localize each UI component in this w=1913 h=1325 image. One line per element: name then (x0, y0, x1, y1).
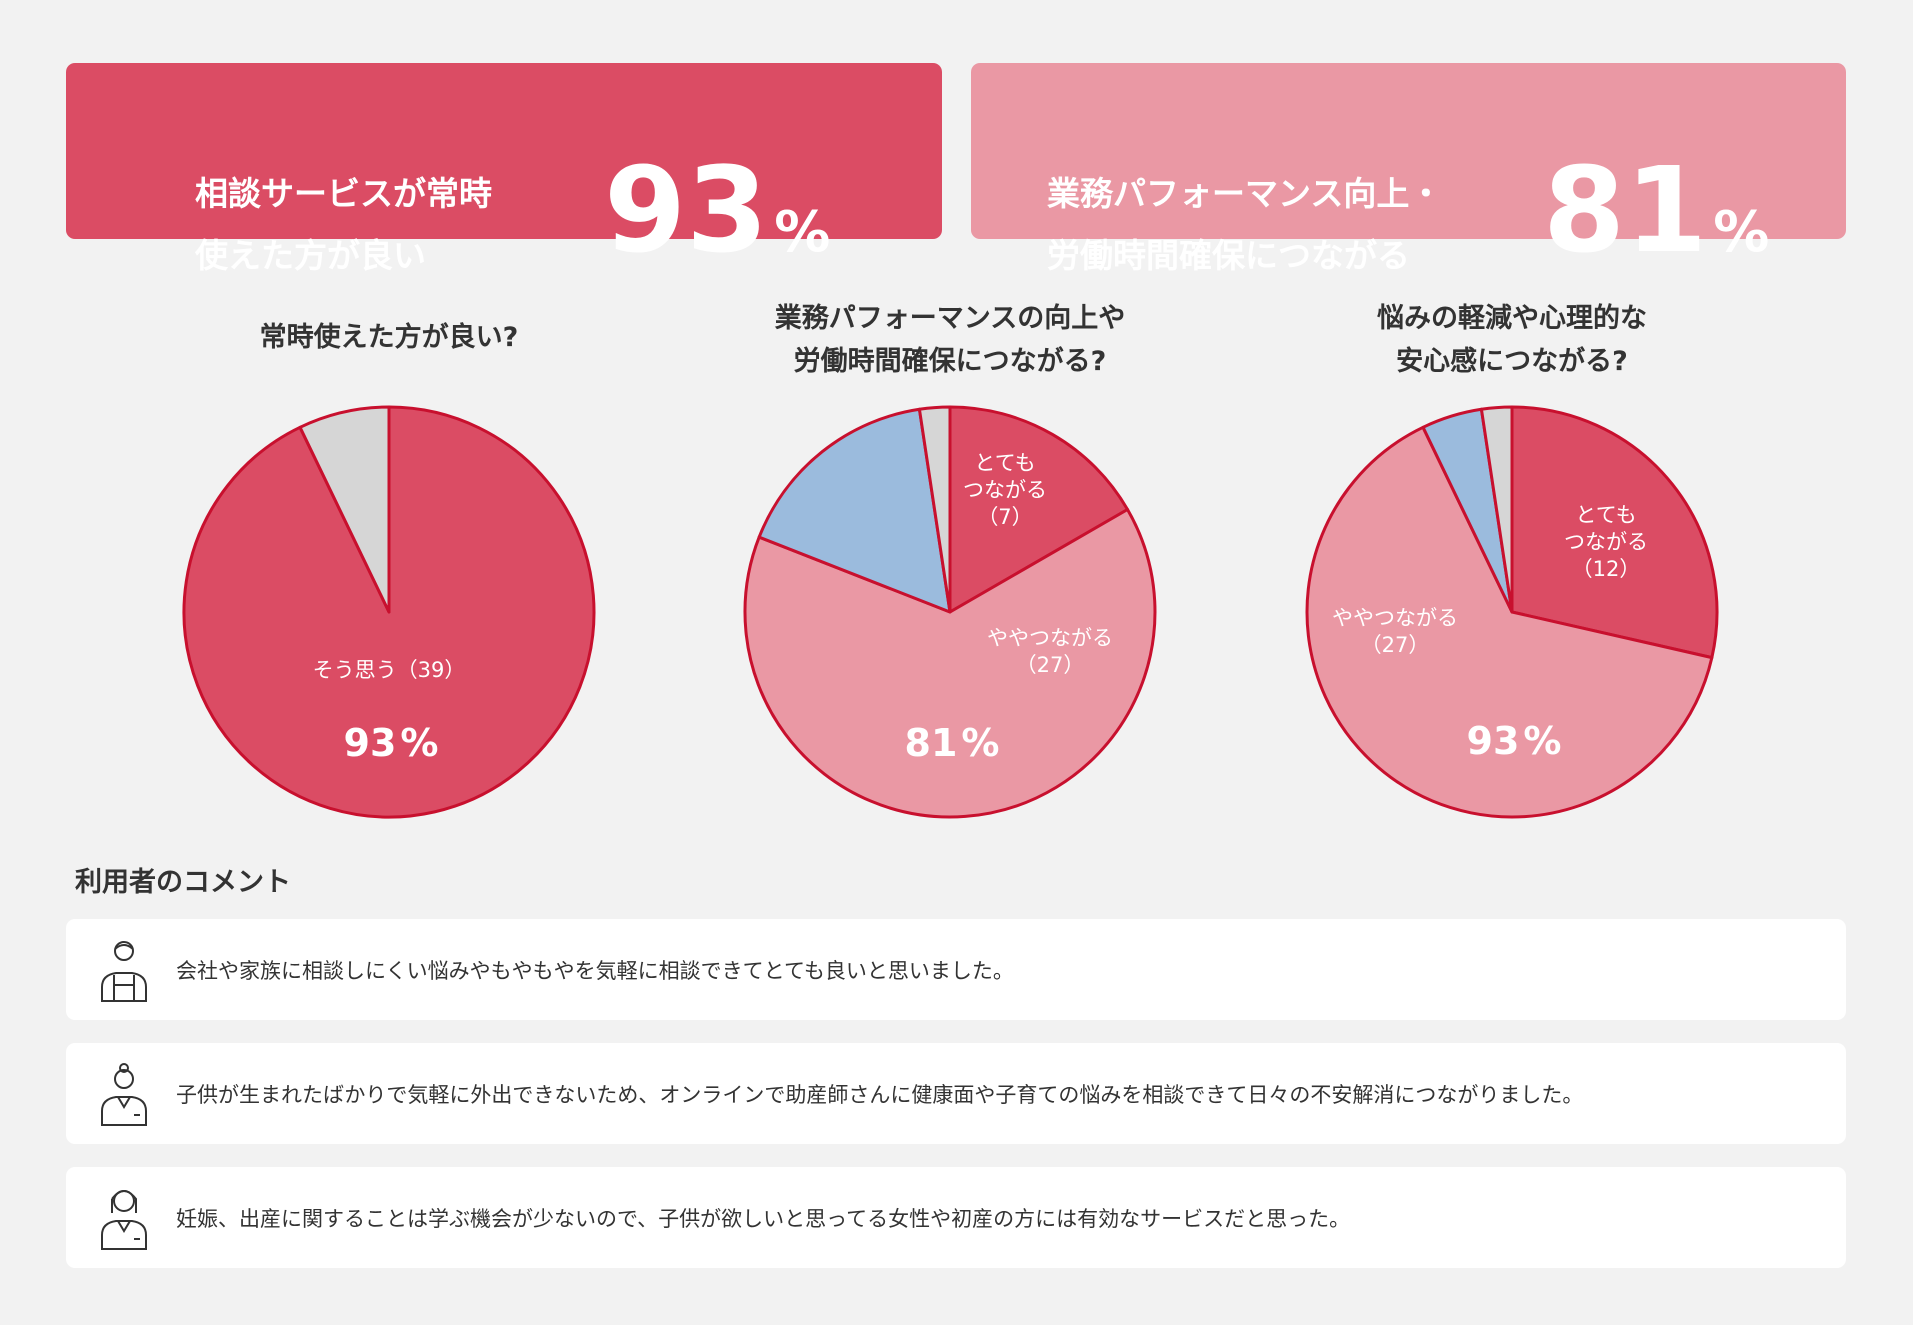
value: 93 (604, 141, 769, 279)
chart-title: 悩みの軽減や心理的な 安心感につながる? (1377, 303, 1647, 377)
slice-label: とても つながる （12） (1476, 502, 1736, 583)
value: 93 (1466, 719, 1520, 763)
center-value: 81% (820, 690, 1080, 783)
slice-label: そう思う（39） (259, 657, 519, 684)
pie-charts (182, 405, 1719, 819)
category: ややつながる (1332, 606, 1458, 630)
pie-slice (757, 407, 952, 614)
category: とても つながる (1564, 503, 1648, 554)
value: 81 (1543, 141, 1708, 279)
unit: % (961, 721, 1000, 765)
pie-slice (948, 405, 1130, 614)
card-label: 業務パフォーマンス向上・ 労働時間確保につながる (1047, 174, 1443, 275)
pie-slice (1305, 425, 1714, 819)
category: ややつながる (987, 626, 1113, 650)
comment-box: 子供が生まれたばかりで気軽に外出できないため、オンラインで助産師さんに健康面や子… (66, 1043, 1846, 1144)
value-label: （27） (1360, 633, 1430, 657)
unit: % (1713, 200, 1770, 265)
comment-text: 会社や家族に相談しにくい悩みやもやもやを気軽に相談できてとても良いと思いました。 (176, 959, 1014, 983)
value-label: （12） (1571, 557, 1641, 581)
chart-title: 業務パフォーマンスの向上や 労働時間確保につながる? (774, 303, 1126, 377)
slice-label: ややつながる （27） (1265, 605, 1525, 659)
value-label: （7） (977, 505, 1033, 529)
user-icon (101, 1190, 147, 1250)
pie-slice (1479, 405, 1514, 614)
user-icon (101, 941, 147, 1002)
unit: % (1523, 719, 1562, 763)
comment-box: 会社や家族に相談しにくい悩みやもやもやを気軽に相談できてとても良いと思いました。 (66, 919, 1846, 1020)
card-value: 81% (1543, 145, 1769, 298)
category: とても つながる (963, 451, 1047, 502)
pie-slice (917, 405, 952, 614)
value: 93 (343, 721, 397, 765)
slice-label: ややつながる （27） (920, 625, 1180, 679)
value-label: （39） (396, 658, 466, 682)
comments-title: 利用者のコメント (75, 867, 291, 898)
chart-title: 常時使えた方が良い? (259, 322, 519, 353)
category: そう思う (312, 658, 397, 682)
comment-box: 妊娠、出産に関することは学ぶ機会が少ないので、子供が欲しいと思ってる女性や初産の… (66, 1167, 1846, 1268)
value: 81 (904, 721, 958, 765)
summary-card: 相談サービスが常時 使えた方が良い 93% (66, 63, 942, 275)
center-value: 93% (1382, 688, 1642, 781)
pie-slice (298, 405, 391, 614)
unit: % (400, 721, 439, 765)
value-label: （27） (1015, 653, 1085, 677)
pie-slice (1510, 405, 1719, 660)
slice-label: とても つながる （7） (875, 450, 1135, 531)
comment-text: 子供が生まれたばかりで気軽に外出できないため、オンラインで助産師さんに健康面や子… (176, 1083, 1584, 1107)
center-value: 93% (259, 690, 519, 783)
pie-slice (743, 508, 1157, 819)
user-icon (101, 1063, 147, 1126)
comment-text: 妊娠、出産に関することは学ぶ機会が少ないので、子供が欲しいと思ってる女性や初産の… (176, 1207, 1351, 1231)
card-label: 相談サービスが常時 使えた方が良い (195, 174, 492, 275)
summary-card: 業務パフォーマンス向上・ 労働時間確保につながる 81% (971, 63, 1846, 275)
card-value: 93% (604, 145, 830, 298)
unit: % (774, 200, 831, 265)
